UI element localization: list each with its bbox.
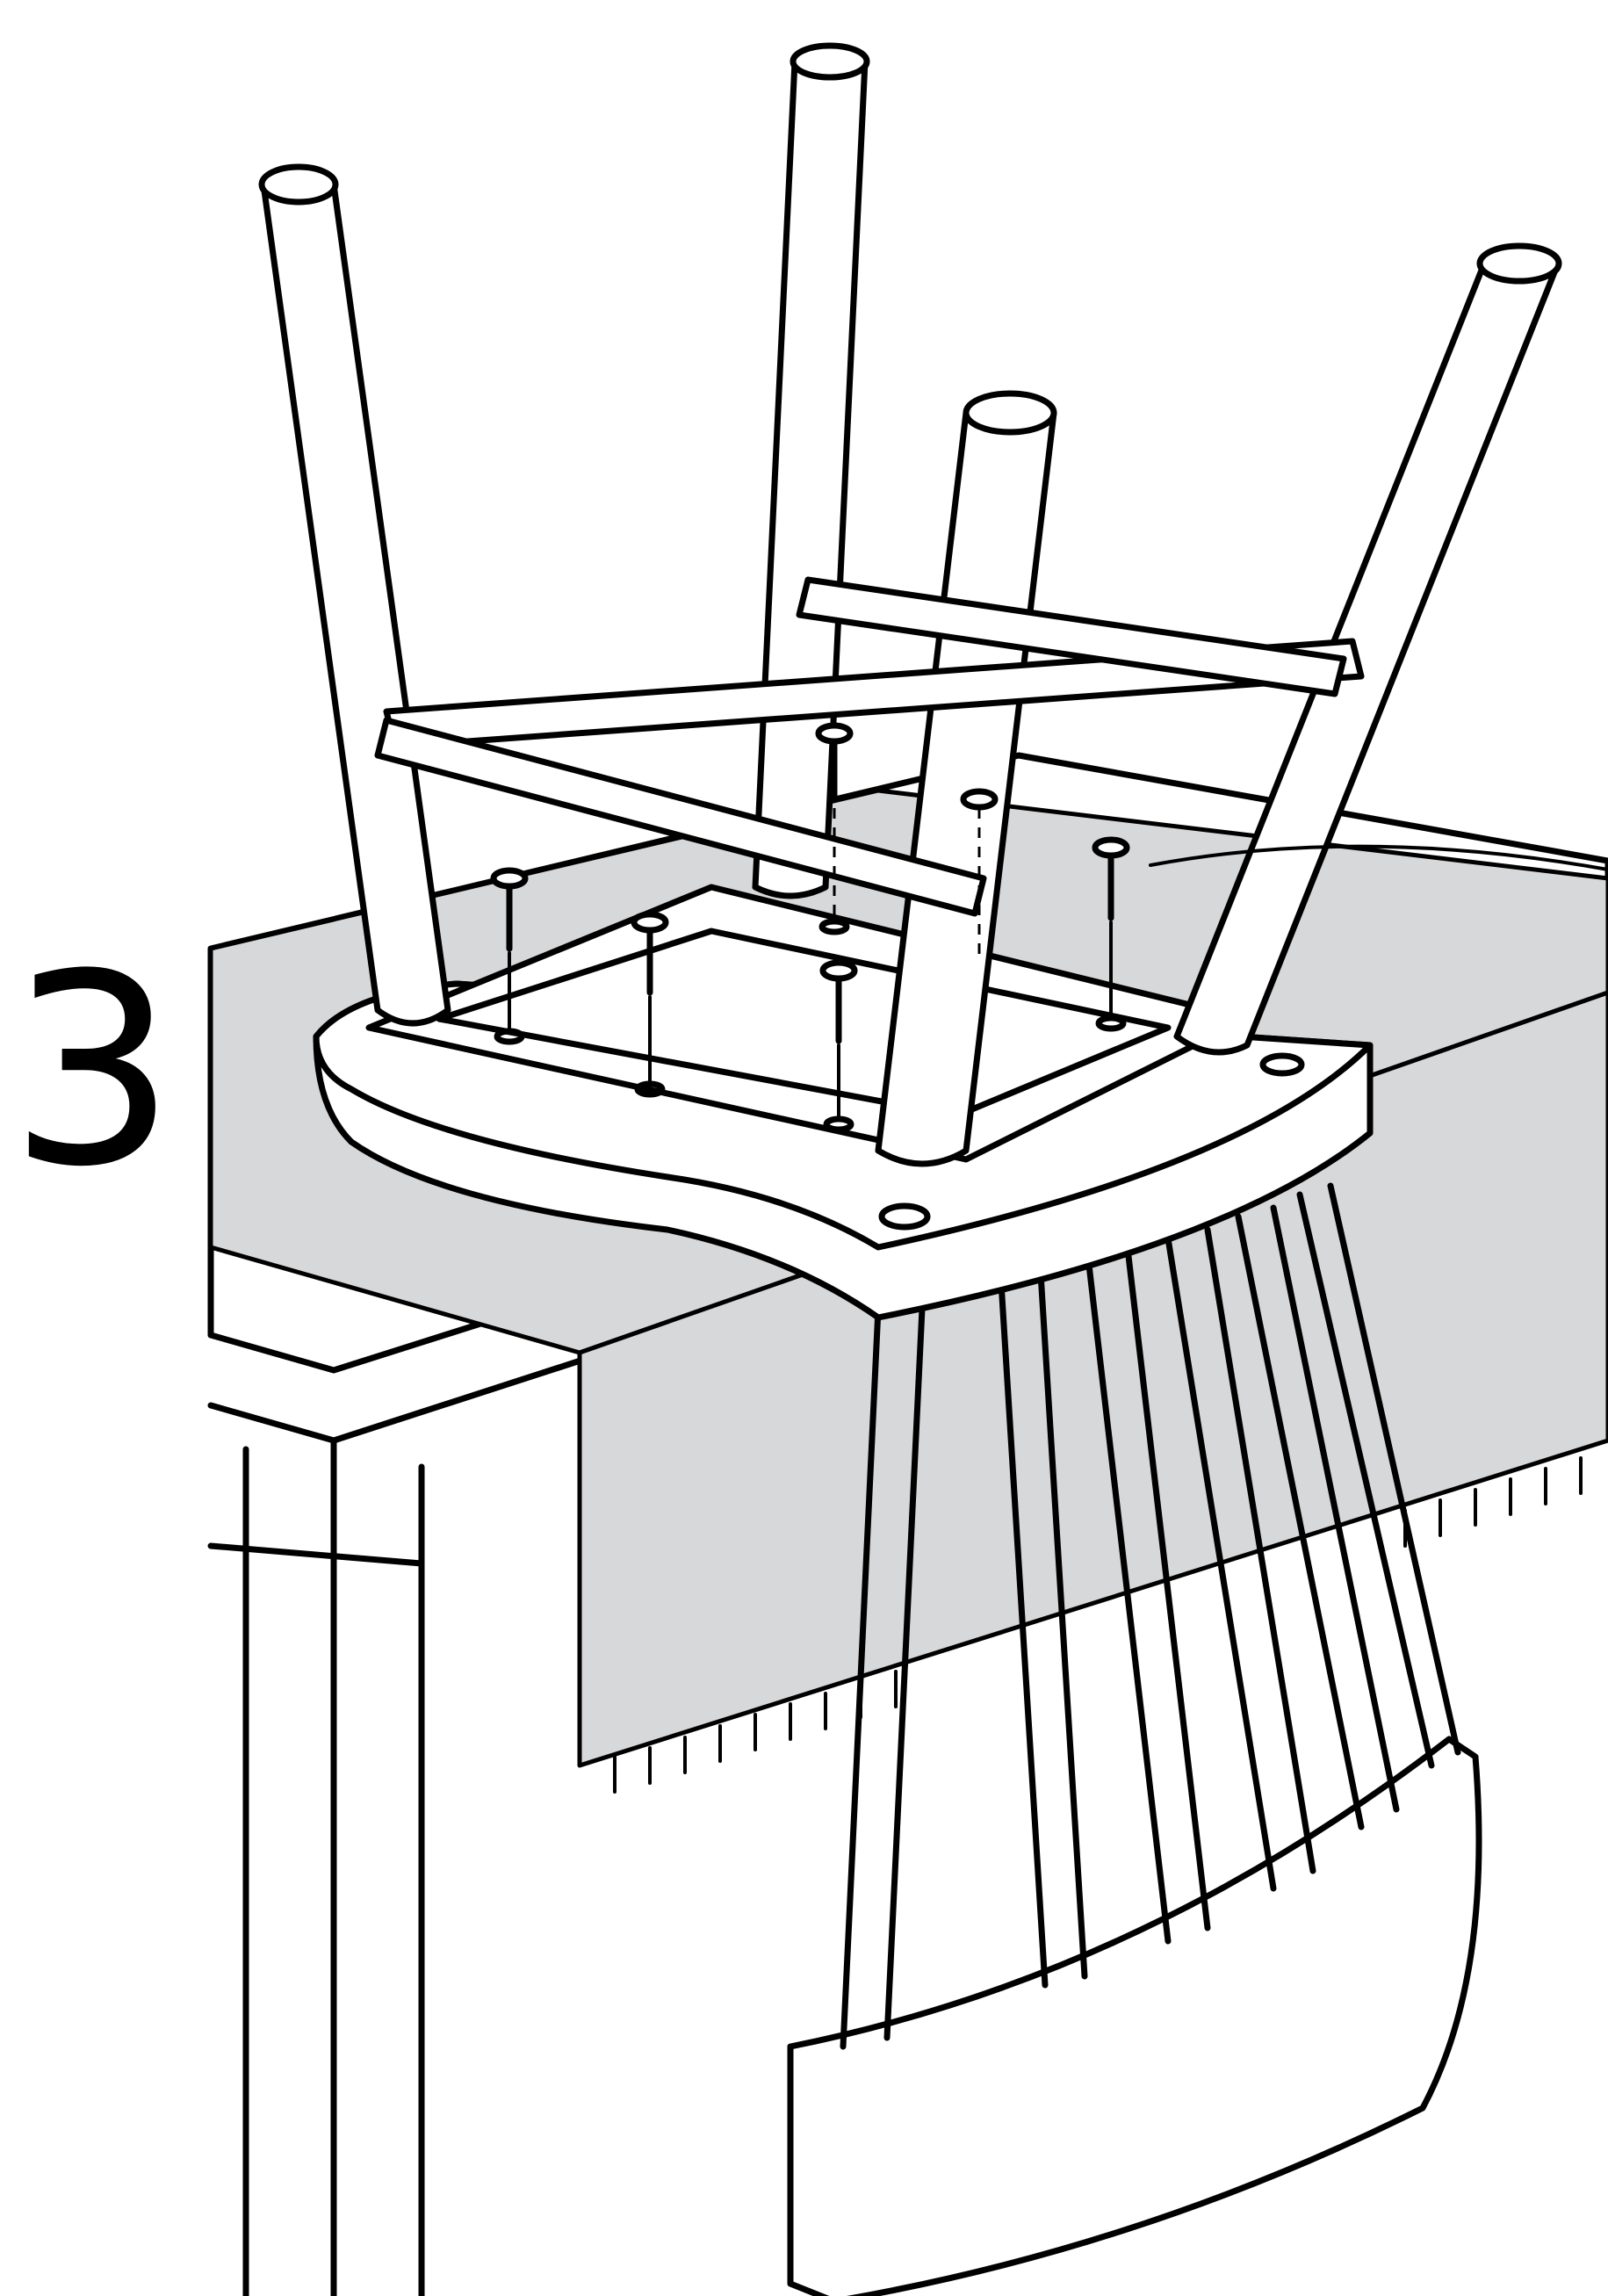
stretcher-diagonal — [374, 717, 987, 917]
chair-seat — [313, 884, 1374, 1321]
tablecloth-fringe — [613, 1456, 1583, 1794]
spindle-3b — [1125, 1253, 1211, 1931]
seat-frame-inner — [436, 928, 1172, 1119]
chair-back — [787, 1182, 1482, 2296]
seat-hole-2 — [1259, 1052, 1305, 1077]
stretcher-back — [796, 576, 1347, 697]
table-apron — [207, 1542, 425, 1567]
screws — [490, 722, 1608, 1133]
spindle-2 — [998, 1279, 1049, 1989]
chair-legs — [258, 42, 1562, 1167]
seat-hole — [878, 1202, 931, 1231]
phillips-screw-icon — [819, 959, 858, 1133]
phillips-screw-icon — [815, 722, 854, 935]
phillips-screw-icon — [631, 911, 669, 1098]
leg-back-left — [752, 52, 869, 899]
phillips-screw-icon — [960, 788, 999, 962]
tablecloth-fold-line — [1149, 844, 1608, 871]
spindle-4b — [1204, 1226, 1316, 1874]
phillips-screw-icon — [490, 867, 529, 1045]
stretchers — [374, 576, 1365, 917]
spindle-6 — [1296, 1191, 1435, 1769]
leg-left — [260, 172, 451, 1027]
back-rail — [787, 1736, 1482, 2296]
spindle-3 — [1085, 1261, 1172, 1945]
step-number: 3 — [9, 918, 177, 1224]
spindle-6b — [1327, 1182, 1461, 1756]
spindle-1 — [840, 1305, 882, 2050]
phillips-screw-icon — [1092, 836, 1130, 1032]
spindle-2b — [1037, 1270, 1088, 1980]
spindle-5b — [1270, 1204, 1400, 1813]
spindle-4 — [1165, 1235, 1277, 1892]
spindle-1b — [883, 1305, 926, 2041]
spindle-5 — [1235, 1213, 1365, 1830]
